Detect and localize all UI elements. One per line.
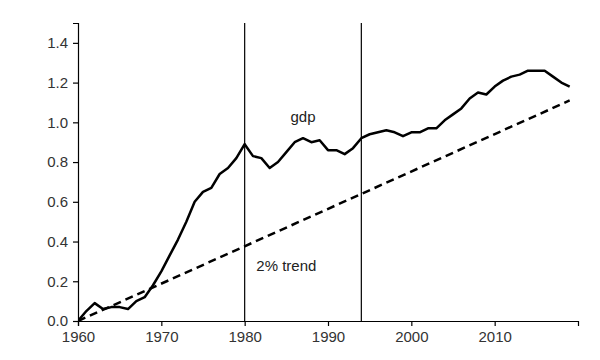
tick-label: 1990 — [312, 328, 345, 345]
series-line — [78, 71, 570, 321]
tick-mark — [328, 321, 329, 326]
tick-label: 1970 — [145, 328, 178, 345]
tick-label: 0.6 — [47, 193, 68, 210]
tick-mark — [73, 281, 78, 282]
x-axis: 1960 1970 1980 1990 2000 2010 — [62, 321, 579, 345]
tick: 1.2 — [47, 74, 78, 91]
annotation: 2% trend — [256, 257, 316, 274]
tick-mark — [73, 82, 78, 83]
tick: 1990 — [312, 321, 345, 345]
tick: 1970 — [145, 321, 178, 345]
tick-mark — [411, 321, 412, 326]
tick-label: 1.4 — [47, 34, 68, 51]
y-axis: 0.0 0.2 0.4 0.6 0.8 1.0 1.2 1.4 — [47, 24, 78, 330]
series-line — [78, 100, 570, 321]
tick-mark — [73, 122, 78, 123]
tick-label: 2010 — [478, 328, 511, 345]
vertical-line — [361, 23, 362, 321]
tick: 2010 — [478, 321, 511, 345]
tick-mark — [73, 241, 78, 242]
annotation: gdp — [290, 108, 315, 125]
tick: 0.6 — [47, 193, 78, 210]
tick-mark — [73, 43, 78, 44]
axis-line — [73, 24, 79, 322]
tick-mark — [73, 202, 78, 203]
tick-label: 1.0 — [47, 114, 68, 131]
axis-line — [79, 322, 579, 327]
tick: 0.4 — [47, 233, 78, 250]
tick-label: 0.0 — [47, 312, 68, 329]
tick-mark — [73, 321, 78, 322]
tick: 2000 — [395, 321, 428, 345]
tick: 1980 — [228, 321, 261, 345]
tick: 1.4 — [47, 34, 78, 51]
tick-label: 1960 — [62, 328, 95, 345]
tick-label: 0.2 — [47, 273, 68, 290]
tick-label: 0.8 — [47, 153, 68, 170]
plot: 1960 1970 1980 1990 2000 2010 0.0 0.2 0.4 0.6 0.8 1… — [47, 23, 578, 345]
marks — [78, 23, 570, 321]
tick: 0.2 — [47, 273, 78, 290]
vertical-line — [244, 23, 245, 321]
tick-label: 1980 — [228, 328, 261, 345]
tick-mark — [161, 321, 162, 326]
tick: 1.0 — [47, 114, 78, 131]
tick-label: 2000 — [395, 328, 428, 345]
tick: 0.8 — [47, 153, 78, 170]
tick-label: 0.4 — [47, 233, 68, 250]
chart-svg: 1960 1970 1980 1990 2000 2010 0.0 0.2 0.4 0.6 0.8 1… — [0, 0, 600, 360]
tick-mark — [245, 321, 246, 326]
tick: 0.0 — [47, 312, 78, 329]
tick-mark — [73, 162, 78, 163]
tick-label: 1.2 — [47, 74, 68, 91]
chart-container: 1960 1970 1980 1990 2000 2010 0.0 0.2 0.4 0.6 0.8 1… — [0, 0, 600, 360]
tick-mark — [495, 321, 496, 326]
